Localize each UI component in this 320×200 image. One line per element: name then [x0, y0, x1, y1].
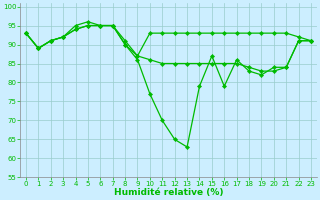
X-axis label: Humidité relative (%): Humidité relative (%) — [114, 188, 223, 197]
